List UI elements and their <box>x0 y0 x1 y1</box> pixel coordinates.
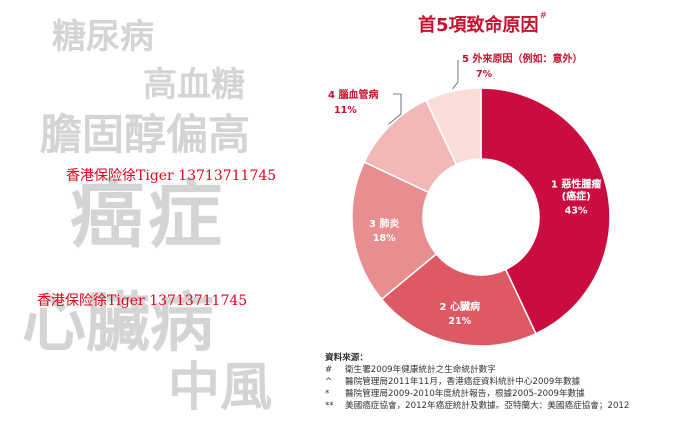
bg-word-diabetes: 糖尿病 <box>52 17 154 57</box>
watermark-text: 香港保险徐Tiger 13713711745 <box>66 168 277 184</box>
source-note-mark: ^ <box>325 377 333 387</box>
source-note-text: 衛生署2009年健康統計之生命統計數字 <box>345 365 496 375</box>
slice-pneumonia <box>351 161 438 301</box>
chart-title-footnote-mark: # <box>539 11 548 21</box>
source-note: ** 美國癌症協會，2012年癌症統計及數據。亞特蘭大：美國癌症協會；2012 <box>325 400 629 412</box>
source-note-text: 醫院管理局2009-2010年度統計報告，根據2005-2009年數據 <box>345 389 585 399</box>
slice-label: 4 腦血管病 <box>328 88 378 101</box>
source-note-text: 美國癌症協會，2012年癌症統計及數據。亞特蘭大：美國癌症協會；2012 <box>345 401 630 411</box>
bg-word-heart-disease: 心臟病 <box>22 287 214 361</box>
chart-title: 首5項致命原因# <box>418 11 547 37</box>
source-note-mark: ** <box>325 401 334 411</box>
slice-heart-disease <box>380 252 537 347</box>
leader-line <box>388 93 402 125</box>
slice-label: 3 肺炎 <box>369 217 399 230</box>
slice-value-label: 7% <box>476 69 493 80</box>
source-note-text: 醫院管理局2011年11月，香港癌症資料統計中心2009年數據 <box>345 377 581 387</box>
leader-line <box>452 60 459 90</box>
source-note: ^ 醫院管理局2011年11月，香港癌症資料統計中心2009年數據 <box>325 376 629 388</box>
source-heading: 資料來源： <box>325 353 368 363</box>
bg-word-high-cholesterol: 膽固醇偏高 <box>40 110 251 159</box>
bg-word-hyperglycemia: 高血糖 <box>143 65 245 105</box>
bg-word-stroke: 中風 <box>168 358 273 418</box>
source-note: # 衛生署2009年健康統計之生命統計數字 <box>325 364 629 376</box>
source-notes: 資料來源： # 衛生署2009年健康統計之生命統計數字 ^ 醫院管理局2011年11… <box>325 352 629 412</box>
slice-value-label: 18% <box>373 233 396 244</box>
source-note-mark: * <box>325 389 330 399</box>
bg-word-cancer: 癌症 <box>70 172 226 258</box>
slice-cancer <box>480 87 611 335</box>
slice-value-label: 43% <box>565 206 588 217</box>
source-note-mark: # <box>325 365 333 375</box>
slice-label: 1 惡性腫瘤 <box>551 178 601 191</box>
slice-value-label: 11% <box>334 105 357 116</box>
slice-label: (癌症) <box>562 190 591 203</box>
chart-title-text: 首5項致命原因 <box>418 15 539 36</box>
slice-value-label: 21% <box>448 316 471 327</box>
slice-external-causes <box>425 87 482 166</box>
slice-label: 2 心臟病 <box>440 300 480 313</box>
slice-label: 5 外來原因（例如：意外） <box>462 52 582 65</box>
source-note: * 醫院管理局2009-2010年度統計報告，根據2005-2009年數據 <box>325 388 629 400</box>
watermark-text: 香港保险徐Tiger 13713711745 <box>37 293 248 309</box>
